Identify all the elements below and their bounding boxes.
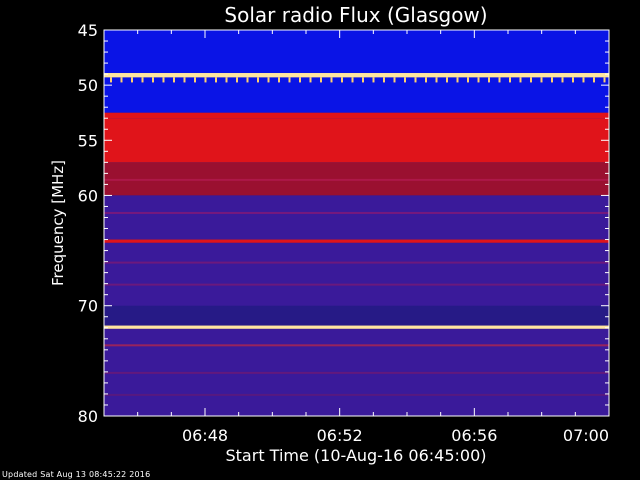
band-9 — [104, 325, 609, 329]
tick-mark-7 — [183, 77, 186, 83]
tick-mark-8 — [194, 77, 196, 83]
tick-mark-12 — [236, 77, 238, 83]
plot-frame — [103, 29, 610, 417]
tick-mark-5 — [162, 77, 165, 83]
tick-mark-11 — [225, 77, 228, 83]
tick-mark-36 — [488, 77, 490, 83]
x-tick-label-06:48: 06:48 — [182, 426, 228, 445]
y-tick-label-80: 80 — [78, 407, 98, 426]
tick-mark-30 — [425, 77, 427, 83]
updated-timestamp: Updated Sat Aug 13 08:45:22 2016 — [2, 470, 151, 479]
tick-mark-28 — [404, 77, 406, 83]
y-tick-label-50: 50 — [78, 76, 98, 95]
streak-2 — [104, 261, 609, 264]
band-7 — [104, 239, 609, 243]
y-axis: 45 50 55 60 70 80 — [78, 21, 609, 426]
band-2 — [104, 77, 609, 113]
y-tick-label-70: 70 — [78, 297, 98, 316]
band-6 — [104, 195, 609, 240]
tick-mark-22 — [341, 77, 343, 83]
tick-mark-27 — [393, 77, 396, 83]
band-4 — [104, 118, 609, 163]
tick-mark-3 — [141, 77, 144, 83]
tick-mark-15 — [267, 77, 270, 83]
tick-mark-39 — [519, 77, 522, 83]
band-0 — [104, 30, 609, 74]
tick-mark-6 — [173, 77, 175, 83]
tick-mark-33 — [456, 77, 459, 83]
tick-mark-24 — [362, 77, 364, 83]
tick-mark-47 — [603, 77, 606, 83]
tick-mark-44 — [572, 77, 574, 83]
streak-3 — [104, 283, 609, 286]
chart-title: Solar radio Flux (Glasgow) — [224, 3, 487, 27]
tick-mark-45 — [582, 77, 585, 83]
tick-mark-34 — [467, 77, 469, 83]
tick-mark-38 — [509, 77, 511, 83]
tick-mark-31 — [435, 77, 438, 83]
tick-mark-35 — [477, 77, 480, 83]
tick-mark-13 — [246, 77, 249, 83]
y-tick-label-55: 55 — [78, 131, 98, 150]
streak-0 — [104, 178, 609, 181]
streak-1 — [104, 211, 609, 214]
tick-mark-18 — [299, 77, 301, 83]
y-axis-label: Frequency [MHz] — [49, 160, 67, 286]
tick-mark-41 — [540, 77, 543, 83]
x-axis: 06:48 06:52 06:56 07:00 — [103, 30, 610, 445]
y-tick-label-60: 60 — [78, 186, 98, 205]
band-1 — [104, 73, 609, 78]
tick-mark-0 — [110, 77, 112, 83]
plot-area — [103, 29, 610, 417]
tick-mark-2 — [131, 77, 133, 83]
tick-mark-10 — [215, 77, 217, 83]
x-tick-label-06:52: 06:52 — [317, 426, 363, 445]
band-3 — [104, 112, 609, 119]
tick-mark-46 — [593, 77, 595, 83]
tick-mark-4 — [152, 77, 154, 83]
streak-5 — [104, 371, 609, 374]
tick-mark-14 — [257, 77, 259, 83]
tick-mark-9 — [204, 77, 207, 83]
tick-mark-29 — [414, 77, 417, 83]
tick-mark-17 — [288, 77, 291, 83]
tick-mark-16 — [278, 77, 280, 83]
interference-streaks — [104, 77, 609, 396]
tick-mark-1 — [120, 77, 123, 83]
tick-mark-26 — [383, 77, 385, 83]
band-8 — [104, 242, 609, 306]
tick-mark-43 — [561, 77, 564, 83]
frequency-bands — [104, 30, 609, 416]
x-tick-label-07:00: 07:00 — [563, 426, 609, 445]
streak-6 — [104, 393, 609, 396]
tick-mark-42 — [551, 77, 553, 83]
tick-mark-20 — [320, 77, 322, 83]
tick-mark-21 — [330, 77, 333, 83]
tick-mark-25 — [372, 77, 375, 83]
streak-4 — [104, 344, 609, 347]
tick-mark-32 — [446, 77, 448, 83]
x-tick-label-06:56: 06:56 — [451, 426, 497, 445]
tick-mark-19 — [309, 77, 312, 83]
tick-mark-37 — [498, 77, 501, 83]
y-tick-label-45: 45 — [78, 21, 98, 40]
tick-mark-40 — [530, 77, 532, 83]
tick-mark-23 — [351, 77, 354, 83]
x-axis-label: Start Time (10-Aug-16 06:45:00) — [226, 446, 487, 465]
